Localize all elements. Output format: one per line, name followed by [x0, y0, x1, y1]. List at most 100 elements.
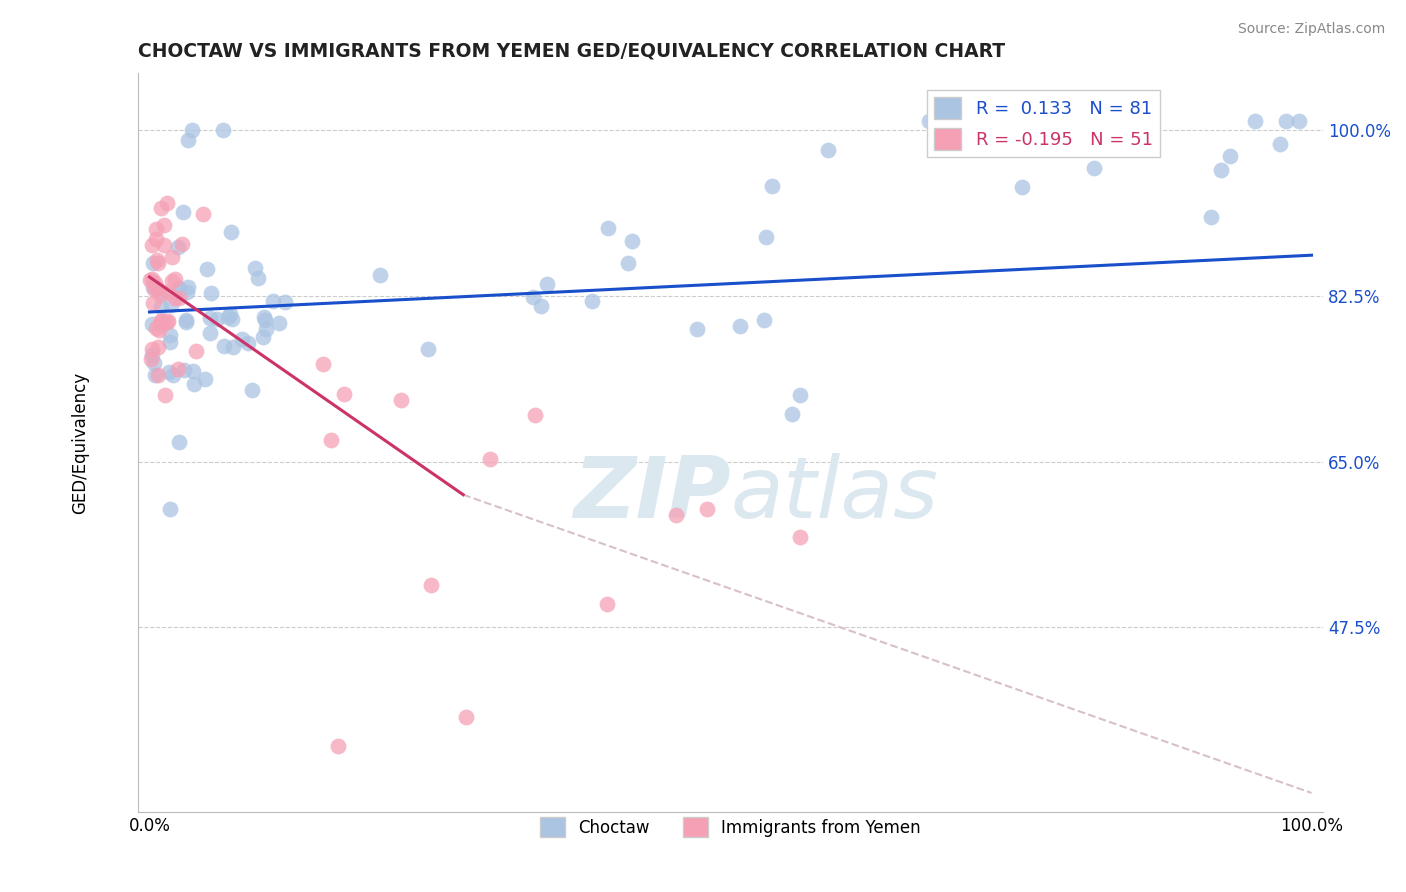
- Point: [262, 293, 284, 308]
- Point: [143, 282, 166, 296]
- Point: [146, 256, 169, 270]
- Point: [530, 299, 553, 313]
- Point: [817, 143, 839, 157]
- Point: [479, 451, 502, 466]
- Point: [254, 313, 277, 327]
- Point: [141, 317, 163, 331]
- Point: [184, 343, 207, 358]
- Point: [176, 285, 198, 299]
- Point: [165, 291, 187, 305]
- Point: [139, 273, 162, 287]
- Point: [696, 502, 718, 516]
- Point: [180, 123, 202, 137]
- Point: [150, 300, 173, 314]
- Legend: Choctaw, Immigrants from Yemen: Choctaw, Immigrants from Yemen: [533, 811, 928, 844]
- Point: [222, 340, 245, 354]
- Point: [153, 218, 176, 232]
- Point: [160, 275, 183, 289]
- Point: [581, 293, 603, 308]
- Point: [167, 435, 190, 450]
- Point: [143, 355, 166, 369]
- Point: [596, 597, 619, 611]
- Point: [159, 298, 181, 312]
- Point: [665, 508, 688, 522]
- Point: [617, 256, 640, 270]
- Point: [212, 123, 235, 137]
- Point: [200, 311, 222, 326]
- Point: [148, 323, 170, 337]
- Point: [274, 295, 297, 310]
- Text: Source: ZipAtlas.com: Source: ZipAtlas.com: [1237, 22, 1385, 37]
- Point: [145, 321, 167, 335]
- Point: [195, 261, 218, 276]
- Point: [789, 530, 811, 544]
- Point: [319, 433, 342, 447]
- Point: [183, 377, 205, 392]
- Point: [754, 312, 776, 326]
- Point: [253, 310, 276, 325]
- Point: [146, 253, 169, 268]
- Point: [142, 279, 165, 293]
- Point: [157, 365, 180, 379]
- Point: [165, 271, 187, 285]
- Point: [247, 271, 270, 285]
- Point: [524, 408, 547, 422]
- Point: [159, 328, 181, 343]
- Point: [145, 222, 167, 236]
- Point: [156, 316, 179, 330]
- Point: [200, 326, 222, 340]
- Point: [389, 392, 412, 407]
- Point: [1211, 163, 1233, 178]
- Point: [157, 314, 180, 328]
- Point: [254, 321, 277, 335]
- Point: [159, 335, 181, 350]
- Point: [167, 283, 190, 297]
- Point: [149, 202, 172, 216]
- Point: [173, 363, 195, 377]
- Point: [141, 272, 163, 286]
- Point: [536, 277, 558, 292]
- Point: [918, 113, 941, 128]
- Point: [328, 739, 350, 753]
- Point: [142, 255, 165, 269]
- Point: [1268, 136, 1291, 151]
- Point: [156, 285, 179, 299]
- Text: atlas: atlas: [731, 453, 938, 536]
- Point: [159, 502, 181, 516]
- Point: [172, 237, 194, 252]
- Point: [596, 221, 619, 235]
- Point: [267, 316, 290, 330]
- Point: [141, 352, 163, 367]
- Point: [153, 238, 176, 252]
- Point: [177, 280, 200, 294]
- Point: [621, 234, 644, 248]
- Point: [522, 290, 544, 304]
- Point: [231, 332, 253, 346]
- Point: [236, 336, 259, 351]
- Point: [193, 207, 215, 221]
- Point: [252, 330, 274, 344]
- Point: [167, 291, 190, 305]
- Point: [219, 225, 242, 239]
- Point: [755, 230, 778, 244]
- Text: CHOCTAW VS IMMIGRANTS FROM YEMEN GED/EQUIVALENCY CORRELATION CHART: CHOCTAW VS IMMIGRANTS FROM YEMEN GED/EQU…: [138, 42, 1005, 61]
- Point: [1083, 161, 1105, 176]
- Point: [200, 286, 222, 301]
- Point: [245, 261, 267, 276]
- Point: [686, 322, 709, 336]
- Point: [368, 268, 391, 283]
- Point: [150, 285, 173, 300]
- Y-axis label: GED/Equivalency: GED/Equivalency: [72, 372, 89, 514]
- Point: [1244, 113, 1267, 128]
- Point: [167, 281, 190, 295]
- Point: [162, 251, 184, 265]
- Point: [333, 387, 356, 401]
- Point: [789, 388, 811, 402]
- Point: [174, 313, 197, 327]
- Point: [141, 238, 163, 252]
- Point: [454, 710, 477, 724]
- Point: [212, 339, 235, 353]
- Point: [416, 342, 439, 356]
- Point: [141, 348, 163, 362]
- Point: [1011, 180, 1033, 194]
